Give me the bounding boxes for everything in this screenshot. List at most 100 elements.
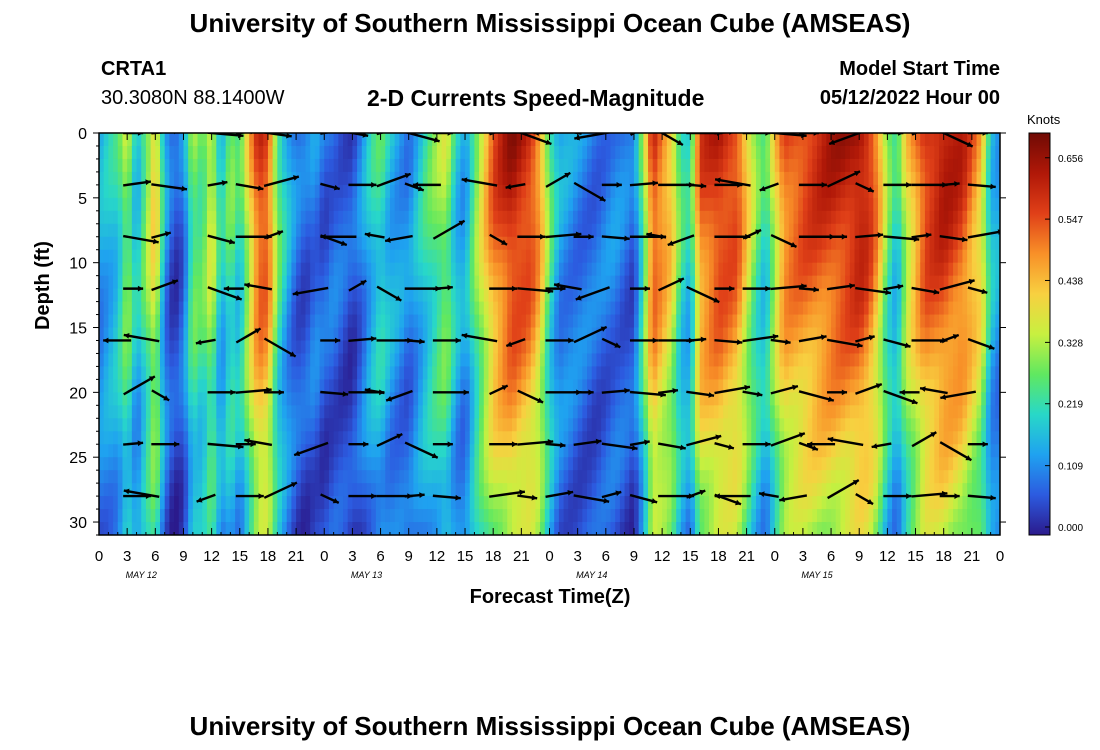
heat-cell <box>788 171 795 186</box>
heat-cell <box>840 353 846 368</box>
heat-cell <box>479 171 485 186</box>
heat-cell <box>249 288 255 303</box>
heat-cell <box>521 470 527 484</box>
heat-cell <box>615 158 621 173</box>
heat-cell <box>765 366 771 380</box>
heat-cell <box>258 340 264 355</box>
heat-cell <box>619 431 626 445</box>
heat-cell <box>816 509 823 523</box>
heat-cell <box>502 327 508 342</box>
heat-cell <box>324 496 330 510</box>
heat-cell <box>633 171 640 186</box>
heat-cell <box>779 392 785 406</box>
heat-cell <box>277 236 283 251</box>
heat-cell <box>629 340 635 355</box>
heat-cell <box>404 275 410 290</box>
heat-cell <box>206 223 213 238</box>
heat-cell <box>835 379 842 393</box>
heat-cell <box>605 288 612 303</box>
heat-cell <box>652 210 659 225</box>
heat-cell <box>296 366 302 380</box>
heat-cell <box>497 145 504 160</box>
heat-cell <box>751 288 757 303</box>
heat-cell <box>286 366 293 380</box>
heat-cell <box>812 444 818 458</box>
heat-cell <box>751 457 757 471</box>
heat-cell <box>671 288 677 303</box>
heat-cell <box>296 392 302 406</box>
heat-cell <box>793 210 799 225</box>
heat-cell <box>587 392 593 406</box>
heat-cell <box>319 340 325 355</box>
heat-cell <box>221 483 227 497</box>
heat-cell <box>286 249 293 264</box>
heat-cell <box>601 184 607 199</box>
heat-cell <box>530 223 537 238</box>
heat-cell <box>216 366 222 380</box>
heat-cell <box>713 418 720 432</box>
heat-cell <box>587 133 593 147</box>
heat-cell <box>474 431 480 445</box>
heat-cell <box>338 210 344 225</box>
heat-cell <box>460 133 466 147</box>
heat-cell <box>723 405 729 419</box>
heat-cell <box>821 275 827 290</box>
heat-cell <box>549 457 555 471</box>
heat-cell <box>774 236 781 251</box>
heat-cell <box>558 327 565 342</box>
heat-cell <box>704 392 710 406</box>
heat-cell <box>605 210 612 225</box>
heat-cell <box>774 145 781 160</box>
heat-cell <box>554 496 560 510</box>
heat-cell <box>366 275 372 290</box>
heat-cell <box>291 314 297 329</box>
heat-cell <box>690 366 696 380</box>
heat-cell <box>713 509 720 523</box>
heat-cell <box>291 444 297 458</box>
heat-cell <box>770 158 776 173</box>
heat-cell <box>535 171 541 186</box>
heat-cell <box>629 496 635 510</box>
heat-cell <box>493 184 499 199</box>
heat-cell <box>422 249 429 264</box>
heat-cell <box>286 288 293 303</box>
heat-cell <box>845 509 851 523</box>
heat-cell <box>765 197 771 212</box>
heat-cell <box>230 145 236 160</box>
heat-cell <box>436 145 443 160</box>
heat-cell <box>286 509 293 523</box>
heat-cell <box>765 457 771 471</box>
heat-cell <box>596 236 602 251</box>
heat-cell <box>404 431 410 445</box>
heat-cell <box>117 262 124 277</box>
heat-cell <box>404 366 410 380</box>
heat-cell <box>267 366 274 380</box>
heat-cell <box>746 522 752 535</box>
heat-cell <box>192 418 199 432</box>
heat-cell <box>521 236 527 251</box>
heat-cell <box>422 340 429 355</box>
heat-cell <box>235 158 241 173</box>
heat-cell <box>779 340 785 355</box>
heat-cell <box>197 133 203 147</box>
heat-cell <box>798 275 804 290</box>
heat-cell <box>216 145 222 160</box>
heat-cell <box>732 483 738 497</box>
heat-cell <box>127 431 133 445</box>
heat-cell <box>357 275 363 290</box>
heat-cell <box>418 470 424 484</box>
heat-cell <box>469 496 476 510</box>
heat-cell <box>530 418 537 432</box>
heat-cell <box>113 483 119 497</box>
heat-cell <box>835 509 842 523</box>
heat-cell <box>99 288 105 303</box>
heat-cell <box>816 418 823 432</box>
heat-cell <box>713 457 720 471</box>
heat-cell <box>568 171 574 186</box>
heat-cell <box>530 262 537 277</box>
heat-cell <box>314 405 321 419</box>
heat-cell <box>676 223 682 238</box>
heat-cell <box>113 210 119 225</box>
heat-cell <box>784 418 790 432</box>
heat-cell <box>779 184 785 199</box>
